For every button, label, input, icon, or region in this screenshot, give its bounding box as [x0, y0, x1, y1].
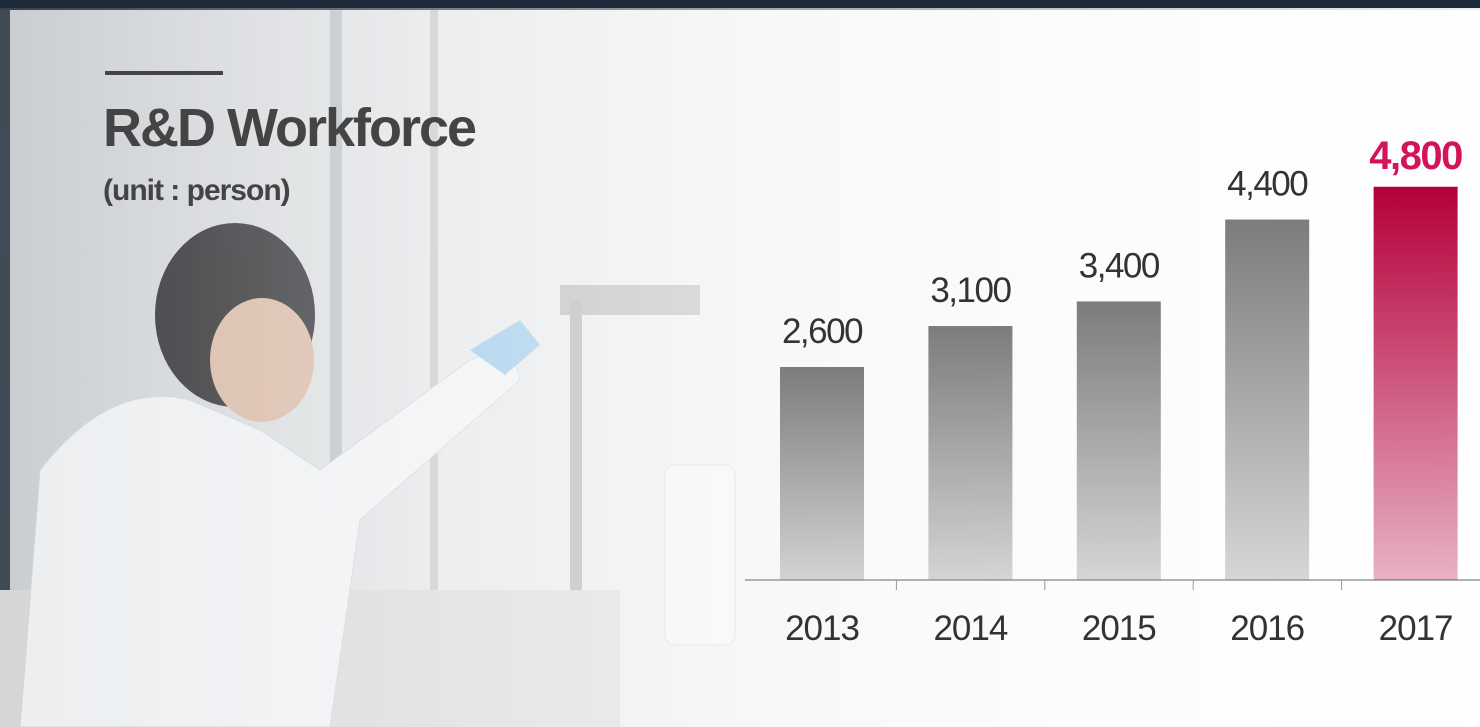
- bar: [1373, 186, 1458, 580]
- bar: [780, 367, 864, 580]
- x-tick-label: 2015: [1082, 609, 1156, 648]
- x-tick-label: 2017: [1379, 609, 1453, 648]
- chart-title: R&D Workforce: [103, 98, 476, 158]
- chart-subtitle: (unit : person): [103, 174, 290, 207]
- title-rule: [105, 71, 223, 75]
- value-label: 4,800: [1369, 134, 1462, 178]
- bar: [1076, 301, 1161, 580]
- value-label: 4,400: [1227, 165, 1308, 204]
- value-label: 3,100: [930, 271, 1011, 310]
- x-tick-label: 2014: [933, 609, 1007, 648]
- bar: [1225, 219, 1310, 581]
- value-label: 3,400: [1079, 246, 1160, 285]
- bar: [928, 326, 1013, 580]
- top-strip: [0, 0, 1480, 8]
- x-tick-label: 2013: [785, 609, 859, 648]
- value-label: 2,600: [782, 312, 863, 351]
- x-tick-label: 2016: [1230, 609, 1304, 648]
